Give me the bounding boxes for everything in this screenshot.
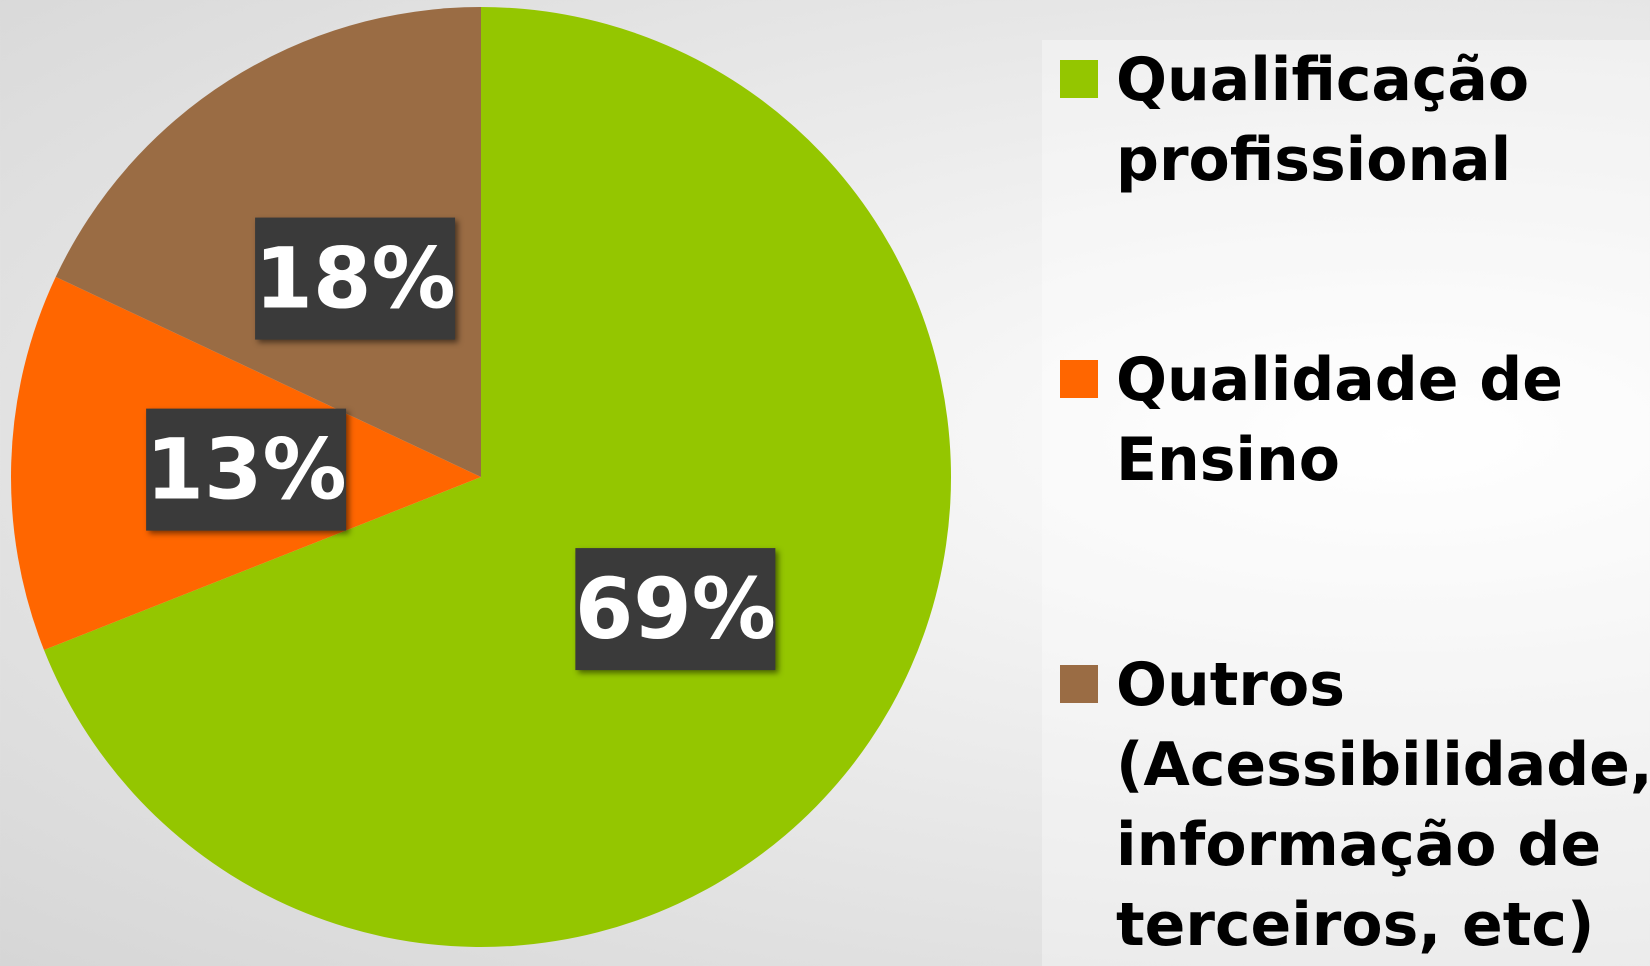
legend: Qualificação profissional Qualidade de En… [1042,40,1650,966]
legend-swatch [1060,360,1098,398]
data-label: 13% [146,421,347,519]
legend-swatch [1060,665,1098,703]
data-label-box [255,217,456,340]
data-label: 69% [575,560,776,658]
data-label-box [146,408,347,531]
legend-label: Outros (Acessibilidade, informação de te… [1116,650,1650,960]
legend-entry: Qualificação profissional [1060,40,1640,200]
legend-label: Qualidade de Ensino [1116,345,1563,495]
legend-swatch [1060,60,1098,98]
legend-entry: Outros (Acessibilidade, informação de te… [1060,645,1650,965]
data-label-box [575,548,776,671]
legend-entry: Qualidade de Ensino [1060,340,1640,500]
pie-slice [44,7,951,947]
legend-label: Qualificação profissional [1116,45,1530,195]
data-label: 18% [255,230,456,328]
